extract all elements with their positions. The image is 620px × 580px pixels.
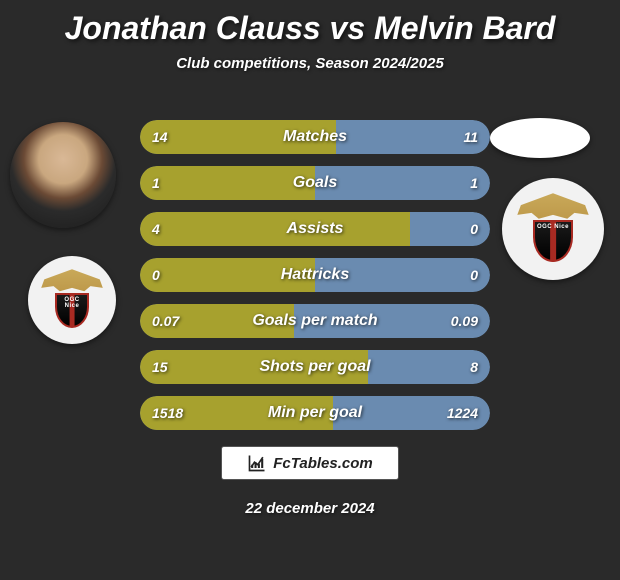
club-right-crest: OGC Nice bbox=[502, 178, 604, 280]
stat-label: Assists bbox=[140, 212, 490, 246]
crest-left-label: OGC Nice bbox=[57, 297, 87, 309]
chart-icon bbox=[247, 453, 267, 473]
player-left-avatar bbox=[10, 122, 116, 228]
stat-row: 0.070.09Goals per match bbox=[140, 304, 490, 338]
stat-label: Shots per goal bbox=[140, 350, 490, 384]
stat-row: 40Assists bbox=[140, 212, 490, 246]
stat-row: 158Shots per goal bbox=[140, 350, 490, 384]
stat-label: Goals bbox=[140, 166, 490, 200]
brand-box[interactable]: FcTables.com bbox=[221, 446, 399, 480]
stat-label: Min per goal bbox=[140, 396, 490, 430]
stat-row: 1411Matches bbox=[140, 120, 490, 154]
page-title: Jonathan Clauss vs Melvin Bard bbox=[0, 0, 620, 47]
stat-label: Hattricks bbox=[140, 258, 490, 292]
stat-row: 11Goals bbox=[140, 166, 490, 200]
stat-row: 00Hattricks bbox=[140, 258, 490, 292]
page-subtitle: Club competitions, Season 2024/2025 bbox=[0, 55, 620, 72]
player-right-avatar bbox=[490, 118, 590, 158]
date-text: 22 december 2024 bbox=[0, 500, 620, 517]
club-left-crest: OGC Nice bbox=[28, 256, 116, 344]
stat-label: Matches bbox=[140, 120, 490, 154]
crest-right-label: OGC Nice bbox=[535, 224, 571, 230]
stat-label: Goals per match bbox=[140, 304, 490, 338]
stats-chart: 1411Matches 11Goals 40Assists 00Hattricks 0.… bbox=[140, 120, 490, 442]
brand-text: FcTables.com bbox=[273, 455, 372, 472]
stat-row: 15181224Min per goal bbox=[140, 396, 490, 430]
